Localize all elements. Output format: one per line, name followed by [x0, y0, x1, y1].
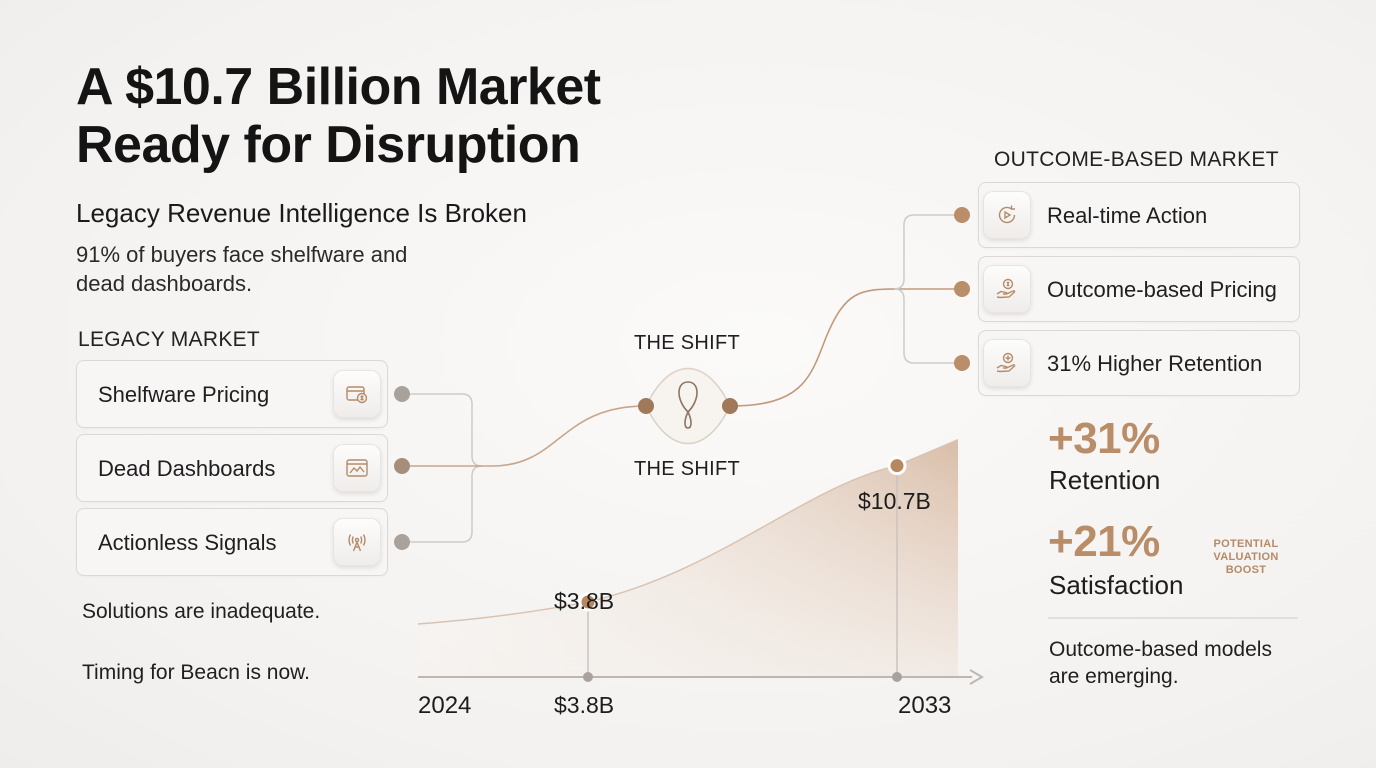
node-legacy-1: [394, 386, 410, 402]
retention-label: Retention: [1049, 465, 1161, 495]
outcome-card-label: Outcome-based Pricing: [1047, 277, 1277, 302]
outcome-card-retention[interactable]: 31% Higher Retention: [978, 330, 1300, 396]
boost-line-2: VALUATION: [1213, 551, 1279, 563]
hand-plus-icon: [983, 339, 1031, 387]
chart-point-label-2024: $3.8B: [554, 588, 615, 614]
satisfaction-value: +21%: [1048, 517, 1160, 566]
node-shift-in: [638, 398, 654, 414]
chart-axis-arrow: [969, 669, 984, 685]
satisfaction-label: Satisfaction: [1049, 570, 1184, 600]
outcome-card-realtime[interactable]: Real-time Action: [978, 182, 1300, 248]
connector-outcome-3: [893, 288, 962, 364]
chart-x-label-end: 2033: [898, 692, 952, 719]
retention-value: +31%: [1048, 414, 1160, 463]
node-legacy-3: [394, 534, 410, 550]
page-title: A $10.7 Billion Market Ready for Disrupt…: [76, 58, 601, 174]
node-shift-out: [722, 398, 738, 414]
chart-point-label-2033: $10.7B: [858, 488, 931, 514]
signal-antenna-icon: [333, 518, 381, 566]
shift-label-top: THE SHIFT: [634, 332, 741, 354]
legacy-note-timing: Timing for Beacn is now.: [82, 661, 310, 684]
outcome-card-label: 31% Higher Retention: [1047, 351, 1263, 376]
hand-coin-icon: [983, 265, 1031, 313]
chart-window-icon: [333, 444, 381, 492]
outcome-footer-note: Outcome-based models are emerging.: [1049, 636, 1272, 690]
chart-area-fade: [418, 439, 958, 677]
legacy-card-label: Actionless Signals: [98, 530, 277, 555]
chart-x-label-start: 2024: [418, 692, 472, 719]
connector-outcome-1: [893, 214, 962, 290]
description-line-1: 91% of buyers face shelfware and: [76, 242, 408, 267]
title-line-2: Ready for Disruption: [76, 116, 581, 174]
loop-icon: [678, 381, 698, 429]
chart-axis-tick-2024: [583, 672, 593, 682]
title-line-1: A $10.7 Billion Market: [76, 58, 601, 116]
chart-axis-value-label: $3.8B: [554, 692, 615, 718]
outcome-market-label: OUTCOME-BASED MARKET: [994, 148, 1279, 171]
valuation-boost-note: POTENTIAL VALUATION BOOST: [1205, 538, 1287, 577]
footer-line-2: are emerging.: [1049, 665, 1179, 688]
outcome-card-label: Real-time Action: [1047, 203, 1208, 228]
chart-point-2024: [578, 592, 598, 612]
legacy-card-dashboards[interactable]: Dead Dashboards: [76, 434, 388, 502]
legacy-market-label: LEGACY MARKET: [78, 328, 261, 351]
growth-chart: [417, 438, 984, 685]
node-outcome-2: [954, 281, 970, 297]
description-line-2: dead dashboards.: [76, 271, 253, 296]
connector-legacy-3: [402, 465, 483, 543]
boost-line-3: BOOST: [1225, 564, 1267, 576]
chart-curve: [417, 438, 959, 625]
node-legacy-2: [394, 458, 410, 474]
legacy-card-shelfware[interactable]: Shelfware Pricing: [76, 360, 388, 428]
connector-legacy-2: [402, 405, 647, 467]
shift-lens: [645, 367, 731, 445]
outcome-card-pricing[interactable]: Outcome-based Pricing: [978, 256, 1300, 322]
chart-point-2033: [887, 456, 907, 476]
chart-axis-tick-2033: [892, 672, 902, 682]
connector-legacy-1: [402, 393, 483, 467]
subtitle: Legacy Revenue Intelligence Is Broken: [76, 198, 527, 228]
connector-shift-out: [729, 288, 962, 407]
footer-line-1: Outcome-based models: [1049, 638, 1272, 661]
boost-line-1: POTENTIAL: [1213, 538, 1279, 550]
legacy-note-inadequate: Solutions are inadequate.: [82, 600, 321, 623]
legacy-card-label: Shelfware Pricing: [98, 382, 270, 407]
legacy-card-signals[interactable]: Actionless Signals: [76, 508, 388, 576]
node-outcome-3: [954, 355, 970, 371]
description: 91% of buyers face shelfware and dead da…: [76, 240, 456, 298]
play-refresh-icon: [983, 191, 1031, 239]
legacy-card-label: Dead Dashboards: [98, 456, 276, 481]
node-outcome-1: [954, 207, 970, 223]
wallet-dollar-icon: [333, 370, 381, 418]
shift-label-bottom: THE SHIFT: [634, 458, 741, 480]
